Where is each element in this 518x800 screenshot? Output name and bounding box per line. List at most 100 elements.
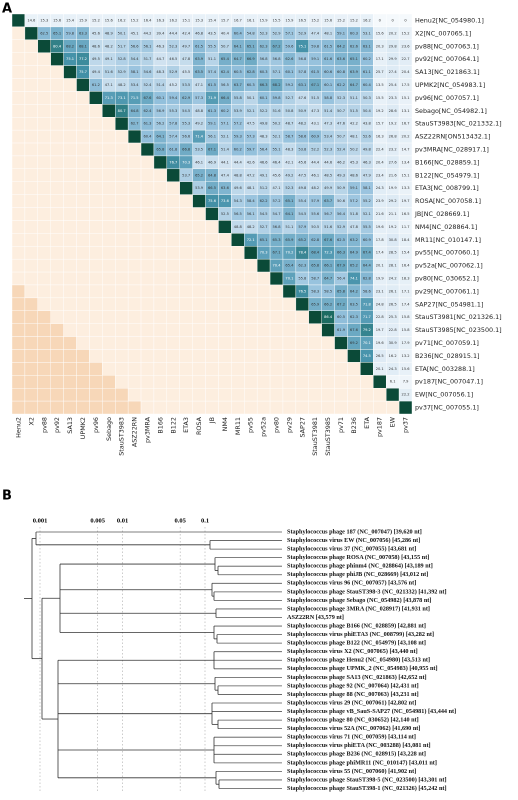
column-label: ROSA — [195, 416, 203, 435]
cell-label: 56.1 — [208, 135, 216, 139]
cell-label: 42.4 — [182, 31, 191, 35]
lower-cell — [24, 375, 39, 389]
cell-label: 49.7 — [182, 44, 190, 48]
lower-cell — [24, 233, 39, 247]
leaf-label: Staphylococcus phage SA13 (NC_021863) [4… — [287, 674, 427, 681]
leaf-label: ASZ22RN [43,579 nt] — [287, 614, 344, 621]
lower-cell — [244, 323, 258, 337]
cell-label: 50.6 — [337, 199, 346, 203]
lower-cell — [102, 284, 116, 299]
cell-label: 15.1 — [182, 18, 190, 22]
column-label: X2 — [27, 417, 35, 425]
cell-label: 46.8 — [195, 31, 204, 35]
lower-cell — [50, 400, 64, 415]
lower-cell — [166, 362, 180, 376]
diagonal-cell — [398, 400, 413, 415]
cell-label: 60.9 — [363, 238, 372, 242]
lower-cell — [321, 362, 335, 376]
cell-label: 45.3 — [350, 160, 358, 164]
lower-cell — [50, 142, 64, 157]
lower-cell — [166, 246, 180, 260]
diagonal-cell — [373, 375, 387, 389]
lower-cell — [115, 284, 129, 299]
lower-cell — [50, 78, 64, 92]
lower-cell — [63, 168, 77, 182]
cell-label: 51.6 — [324, 225, 333, 229]
cell-label: 64.9 — [350, 251, 359, 255]
cell-label: 59.8 — [273, 96, 282, 100]
lower-cell — [295, 310, 309, 324]
lower-cell — [76, 207, 90, 221]
cell-label: 0 — [379, 18, 382, 22]
cell-label: 61.1 — [363, 70, 371, 74]
lower-cell — [244, 387, 258, 402]
lower-cell — [179, 310, 193, 324]
cell-label: 66.9 — [247, 57, 256, 61]
cell-label: 23.6 — [402, 44, 411, 48]
lower-cell — [76, 233, 90, 247]
cell-label: 56.4 — [260, 147, 269, 151]
lower-cell — [166, 181, 180, 195]
lower-cell — [205, 362, 219, 376]
cell-label: 15.6 — [402, 367, 411, 371]
cell-label: 15.8 — [402, 328, 411, 332]
cell-label: 48.3 — [285, 147, 293, 151]
lower-cell — [334, 400, 348, 415]
lower-cell — [244, 271, 258, 286]
cell-label: 56.1 — [247, 212, 255, 216]
lower-cell — [334, 387, 348, 402]
lower-cell — [140, 284, 155, 299]
row-label: StauST3981[NC_021326.1] — [415, 313, 502, 321]
lower-cell — [218, 246, 232, 260]
cell-label: 47.5 — [298, 173, 306, 177]
cell-label: 60.3 — [247, 83, 255, 87]
cell-label: 15.6 — [376, 31, 385, 35]
cell-label: 67.2 — [337, 302, 345, 306]
lower-cell — [205, 336, 219, 350]
lower-cell — [166, 297, 180, 311]
cell-label: 56.4 — [337, 277, 346, 281]
lower-cell — [153, 168, 168, 182]
cell-label: 15.7 — [376, 122, 384, 126]
cell-label: 65.1 — [350, 57, 358, 61]
lower-cell — [140, 349, 155, 363]
cell-label: 60.2 — [234, 147, 242, 151]
cell-label: 68.2 — [273, 83, 281, 87]
lower-cell — [115, 207, 129, 221]
row-label: pv52a[NC_007062.1] — [415, 262, 483, 270]
lower-cell — [102, 181, 116, 195]
cell-label: 53.4 — [131, 83, 140, 87]
lower-cell — [256, 297, 271, 311]
cell-label: 65.4 — [221, 57, 230, 61]
lower-cell — [24, 220, 39, 234]
cell-label: 40.4 — [221, 31, 230, 35]
lower-cell — [308, 323, 322, 337]
lower-cell — [50, 375, 64, 389]
lower-cell — [205, 349, 219, 363]
cell-label: 39.4 — [156, 31, 165, 35]
lower-cell — [127, 284, 142, 299]
lower-cell — [76, 362, 90, 376]
lower-cell — [50, 258, 64, 273]
cell-label: 57.4 — [208, 70, 217, 74]
lower-cell — [321, 336, 335, 350]
cell-label: 71.7 — [363, 315, 371, 319]
cell-label: 72.3 — [324, 251, 332, 255]
lower-cell — [218, 258, 232, 273]
cell-label: 58.4 — [247, 199, 256, 203]
lower-cell — [76, 104, 90, 118]
cell-label: 50.2 — [273, 122, 281, 126]
cell-label: 75.7 — [79, 70, 87, 74]
lower-cell — [11, 258, 26, 273]
lower-cell — [115, 168, 129, 182]
cell-label: 45.6 — [273, 173, 282, 177]
cell-label: 65.2 — [350, 264, 358, 268]
cell-label: 63.1 — [298, 83, 306, 87]
cell-label: 15.2 — [337, 18, 345, 22]
cell-label: 51.4 — [156, 83, 165, 87]
lower-cell — [205, 258, 219, 273]
lower-cell — [63, 349, 77, 363]
lower-cell — [218, 233, 232, 247]
cell-label: 62.4 — [143, 109, 152, 113]
row-label: SAP27[NC_054981.1] — [415, 300, 483, 308]
